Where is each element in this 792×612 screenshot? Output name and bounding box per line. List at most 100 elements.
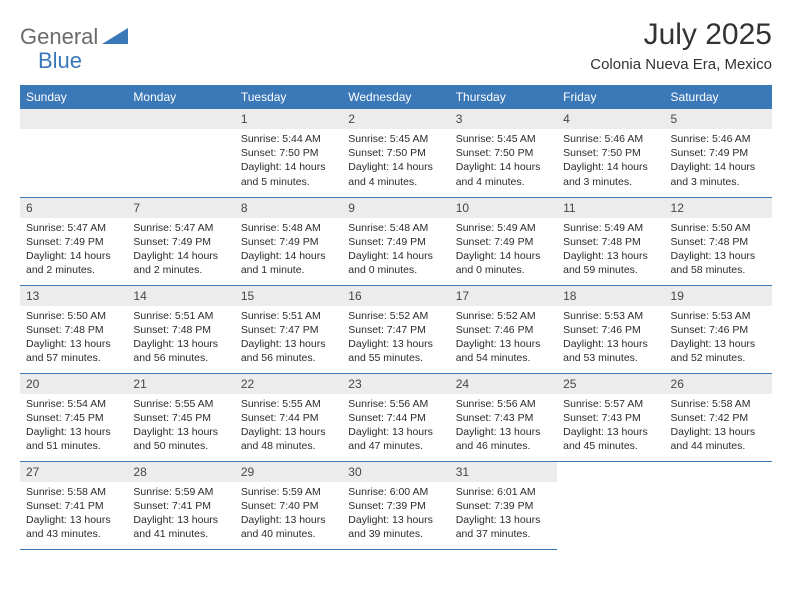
calendar-cell: 28Sunrise: 5:59 AMSunset: 7:41 PMDayligh… (127, 461, 234, 549)
day-number: 6 (20, 198, 127, 218)
day-body: Sunrise: 5:46 AMSunset: 7:49 PMDaylight:… (665, 129, 772, 195)
calendar-cell: 3Sunrise: 5:45 AMSunset: 7:50 PMDaylight… (450, 109, 557, 197)
day-body: Sunrise: 5:47 AMSunset: 7:49 PMDaylight:… (20, 218, 127, 284)
calendar-cell: 18Sunrise: 5:53 AMSunset: 7:46 PMDayligh… (557, 285, 664, 373)
day-number: 21 (127, 374, 234, 394)
calendar-cell: 16Sunrise: 5:52 AMSunset: 7:47 PMDayligh… (342, 285, 449, 373)
day-body: Sunrise: 5:49 AMSunset: 7:48 PMDaylight:… (557, 218, 664, 284)
day-body: Sunrise: 5:52 AMSunset: 7:46 PMDaylight:… (450, 306, 557, 372)
day-body: Sunrise: 5:51 AMSunset: 7:47 PMDaylight:… (235, 306, 342, 372)
day-number: 13 (20, 286, 127, 306)
day-number: 8 (235, 198, 342, 218)
col-header: Tuesday (235, 85, 342, 109)
day-body: Sunrise: 5:46 AMSunset: 7:50 PMDaylight:… (557, 129, 664, 195)
month-title: July 2025 (590, 18, 772, 52)
day-body: Sunrise: 5:47 AMSunset: 7:49 PMDaylight:… (127, 218, 234, 284)
calendar-cell: 1Sunrise: 5:44 AMSunset: 7:50 PMDaylight… (235, 109, 342, 197)
logo-text-general: General (20, 24, 98, 50)
day-body: Sunrise: 5:59 AMSunset: 7:41 PMDaylight:… (127, 482, 234, 548)
day-number: 18 (557, 286, 664, 306)
day-number: 7 (127, 198, 234, 218)
day-number: 15 (235, 286, 342, 306)
col-header: Friday (557, 85, 664, 109)
day-body: Sunrise: 5:44 AMSunset: 7:50 PMDaylight:… (235, 129, 342, 195)
col-header: Wednesday (342, 85, 449, 109)
calendar-cell: 11Sunrise: 5:49 AMSunset: 7:48 PMDayligh… (557, 197, 664, 285)
calendar-cell: 21Sunrise: 5:55 AMSunset: 7:45 PMDayligh… (127, 373, 234, 461)
day-body: Sunrise: 5:56 AMSunset: 7:44 PMDaylight:… (342, 394, 449, 460)
day-number: 1 (235, 109, 342, 129)
calendar-cell: 7Sunrise: 5:47 AMSunset: 7:49 PMDaylight… (127, 197, 234, 285)
calendar-cell: 12Sunrise: 5:50 AMSunset: 7:48 PMDayligh… (665, 197, 772, 285)
location: Colonia Nueva Era, Mexico (590, 56, 772, 73)
calendar-cell: 4Sunrise: 5:46 AMSunset: 7:50 PMDaylight… (557, 109, 664, 197)
day-body: Sunrise: 6:00 AMSunset: 7:39 PMDaylight:… (342, 482, 449, 548)
day-number-empty (20, 109, 127, 129)
header: General July 2025 Colonia Nueva Era, Mex… (20, 18, 772, 73)
calendar-cell: 20Sunrise: 5:54 AMSunset: 7:45 PMDayligh… (20, 373, 127, 461)
calendar-cell: 24Sunrise: 5:56 AMSunset: 7:43 PMDayligh… (450, 373, 557, 461)
day-number: 4 (557, 109, 664, 129)
calendar-cell: 31Sunrise: 6:01 AMSunset: 7:39 PMDayligh… (450, 461, 557, 549)
day-number: 14 (127, 286, 234, 306)
day-number: 24 (450, 374, 557, 394)
day-body: Sunrise: 5:48 AMSunset: 7:49 PMDaylight:… (342, 218, 449, 284)
day-number: 10 (450, 198, 557, 218)
calendar-row: 13Sunrise: 5:50 AMSunset: 7:48 PMDayligh… (20, 285, 772, 373)
calendar-cell: 23Sunrise: 5:56 AMSunset: 7:44 PMDayligh… (342, 373, 449, 461)
calendar-row: 1Sunrise: 5:44 AMSunset: 7:50 PMDaylight… (20, 109, 772, 197)
day-number: 27 (20, 462, 127, 482)
calendar-cell: 25Sunrise: 5:57 AMSunset: 7:43 PMDayligh… (557, 373, 664, 461)
logo-text-blue: Blue (38, 48, 82, 74)
day-number: 12 (665, 198, 772, 218)
day-body: Sunrise: 5:56 AMSunset: 7:43 PMDaylight:… (450, 394, 557, 460)
day-number: 26 (665, 374, 772, 394)
day-body: Sunrise: 5:48 AMSunset: 7:49 PMDaylight:… (235, 218, 342, 284)
calendar-table: SundayMondayTuesdayWednesdayThursdayFrid… (20, 85, 772, 550)
day-number: 31 (450, 462, 557, 482)
title-block: July 2025 Colonia Nueva Era, Mexico (590, 18, 772, 73)
calendar-cell: 14Sunrise: 5:51 AMSunset: 7:48 PMDayligh… (127, 285, 234, 373)
col-header: Thursday (450, 85, 557, 109)
day-number: 11 (557, 198, 664, 218)
day-body: Sunrise: 5:58 AMSunset: 7:41 PMDaylight:… (20, 482, 127, 548)
day-number: 19 (665, 286, 772, 306)
day-number: 28 (127, 462, 234, 482)
day-number: 2 (342, 109, 449, 129)
calendar-cell: 22Sunrise: 5:55 AMSunset: 7:44 PMDayligh… (235, 373, 342, 461)
calendar-cell: 27Sunrise: 5:58 AMSunset: 7:41 PMDayligh… (20, 461, 127, 549)
day-body: Sunrise: 5:50 AMSunset: 7:48 PMDaylight:… (20, 306, 127, 372)
day-number: 5 (665, 109, 772, 129)
day-body: Sunrise: 5:50 AMSunset: 7:48 PMDaylight:… (665, 218, 772, 284)
day-number: 17 (450, 286, 557, 306)
day-body: Sunrise: 5:52 AMSunset: 7:47 PMDaylight:… (342, 306, 449, 372)
calendar-cell (665, 461, 772, 549)
col-header: Saturday (665, 85, 772, 109)
calendar-cell: 2Sunrise: 5:45 AMSunset: 7:50 PMDaylight… (342, 109, 449, 197)
calendar-cell: 10Sunrise: 5:49 AMSunset: 7:49 PMDayligh… (450, 197, 557, 285)
calendar-cell: 15Sunrise: 5:51 AMSunset: 7:47 PMDayligh… (235, 285, 342, 373)
day-body: Sunrise: 5:55 AMSunset: 7:44 PMDaylight:… (235, 394, 342, 460)
day-number: 9 (342, 198, 449, 218)
day-body: Sunrise: 5:58 AMSunset: 7:42 PMDaylight:… (665, 394, 772, 460)
day-body: Sunrise: 5:45 AMSunset: 7:50 PMDaylight:… (450, 129, 557, 195)
day-body: Sunrise: 5:54 AMSunset: 7:45 PMDaylight:… (20, 394, 127, 460)
calendar-cell (127, 109, 234, 197)
day-number: 30 (342, 462, 449, 482)
day-body: Sunrise: 5:49 AMSunset: 7:49 PMDaylight:… (450, 218, 557, 284)
day-body: Sunrise: 5:53 AMSunset: 7:46 PMDaylight:… (557, 306, 664, 372)
col-header: Monday (127, 85, 234, 109)
calendar-row: 27Sunrise: 5:58 AMSunset: 7:41 PMDayligh… (20, 461, 772, 549)
day-number: 29 (235, 462, 342, 482)
calendar-cell (557, 461, 664, 549)
day-body: Sunrise: 5:45 AMSunset: 7:50 PMDaylight:… (342, 129, 449, 195)
day-body: Sunrise: 5:59 AMSunset: 7:40 PMDaylight:… (235, 482, 342, 548)
day-body: Sunrise: 6:01 AMSunset: 7:39 PMDaylight:… (450, 482, 557, 548)
logo: General (20, 18, 130, 50)
day-number: 20 (20, 374, 127, 394)
day-number: 22 (235, 374, 342, 394)
calendar-cell: 17Sunrise: 5:52 AMSunset: 7:46 PMDayligh… (450, 285, 557, 373)
day-number: 25 (557, 374, 664, 394)
calendar-cell: 30Sunrise: 6:00 AMSunset: 7:39 PMDayligh… (342, 461, 449, 549)
calendar-head: SundayMondayTuesdayWednesdayThursdayFrid… (20, 85, 772, 109)
